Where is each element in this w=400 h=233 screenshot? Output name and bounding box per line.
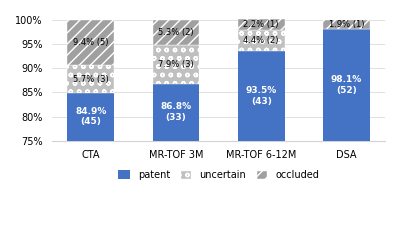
Bar [238, 30, 285, 51]
Text: 93.5%
(43): 93.5% (43) [246, 86, 277, 106]
Text: 84.9%
(45): 84.9% (45) [75, 107, 106, 127]
Bar [67, 93, 114, 141]
Bar [323, 20, 370, 29]
Text: 5.7% (3): 5.7% (3) [73, 75, 109, 84]
Text: 9.4% (5): 9.4% (5) [73, 38, 108, 47]
Text: 98.1%
(52): 98.1% (52) [331, 75, 362, 95]
Bar [152, 45, 200, 84]
Text: 7.9% (3): 7.9% (3) [158, 60, 194, 69]
Bar [152, 84, 200, 141]
Text: 5.3% (2): 5.3% (2) [158, 28, 194, 37]
Bar [323, 29, 370, 141]
Bar [238, 19, 285, 30]
Text: 1.9% (1): 1.9% (1) [329, 20, 364, 29]
Text: 4.4% (2): 4.4% (2) [244, 36, 279, 45]
Text: 2.2% (1): 2.2% (1) [244, 20, 279, 29]
Bar [238, 51, 285, 141]
Text: 86.8%
(33): 86.8% (33) [160, 103, 192, 122]
Bar [152, 20, 200, 45]
Bar [67, 20, 114, 65]
Bar [67, 65, 114, 93]
Legend: patent, uncertain, occluded: patent, uncertain, occluded [114, 166, 323, 184]
